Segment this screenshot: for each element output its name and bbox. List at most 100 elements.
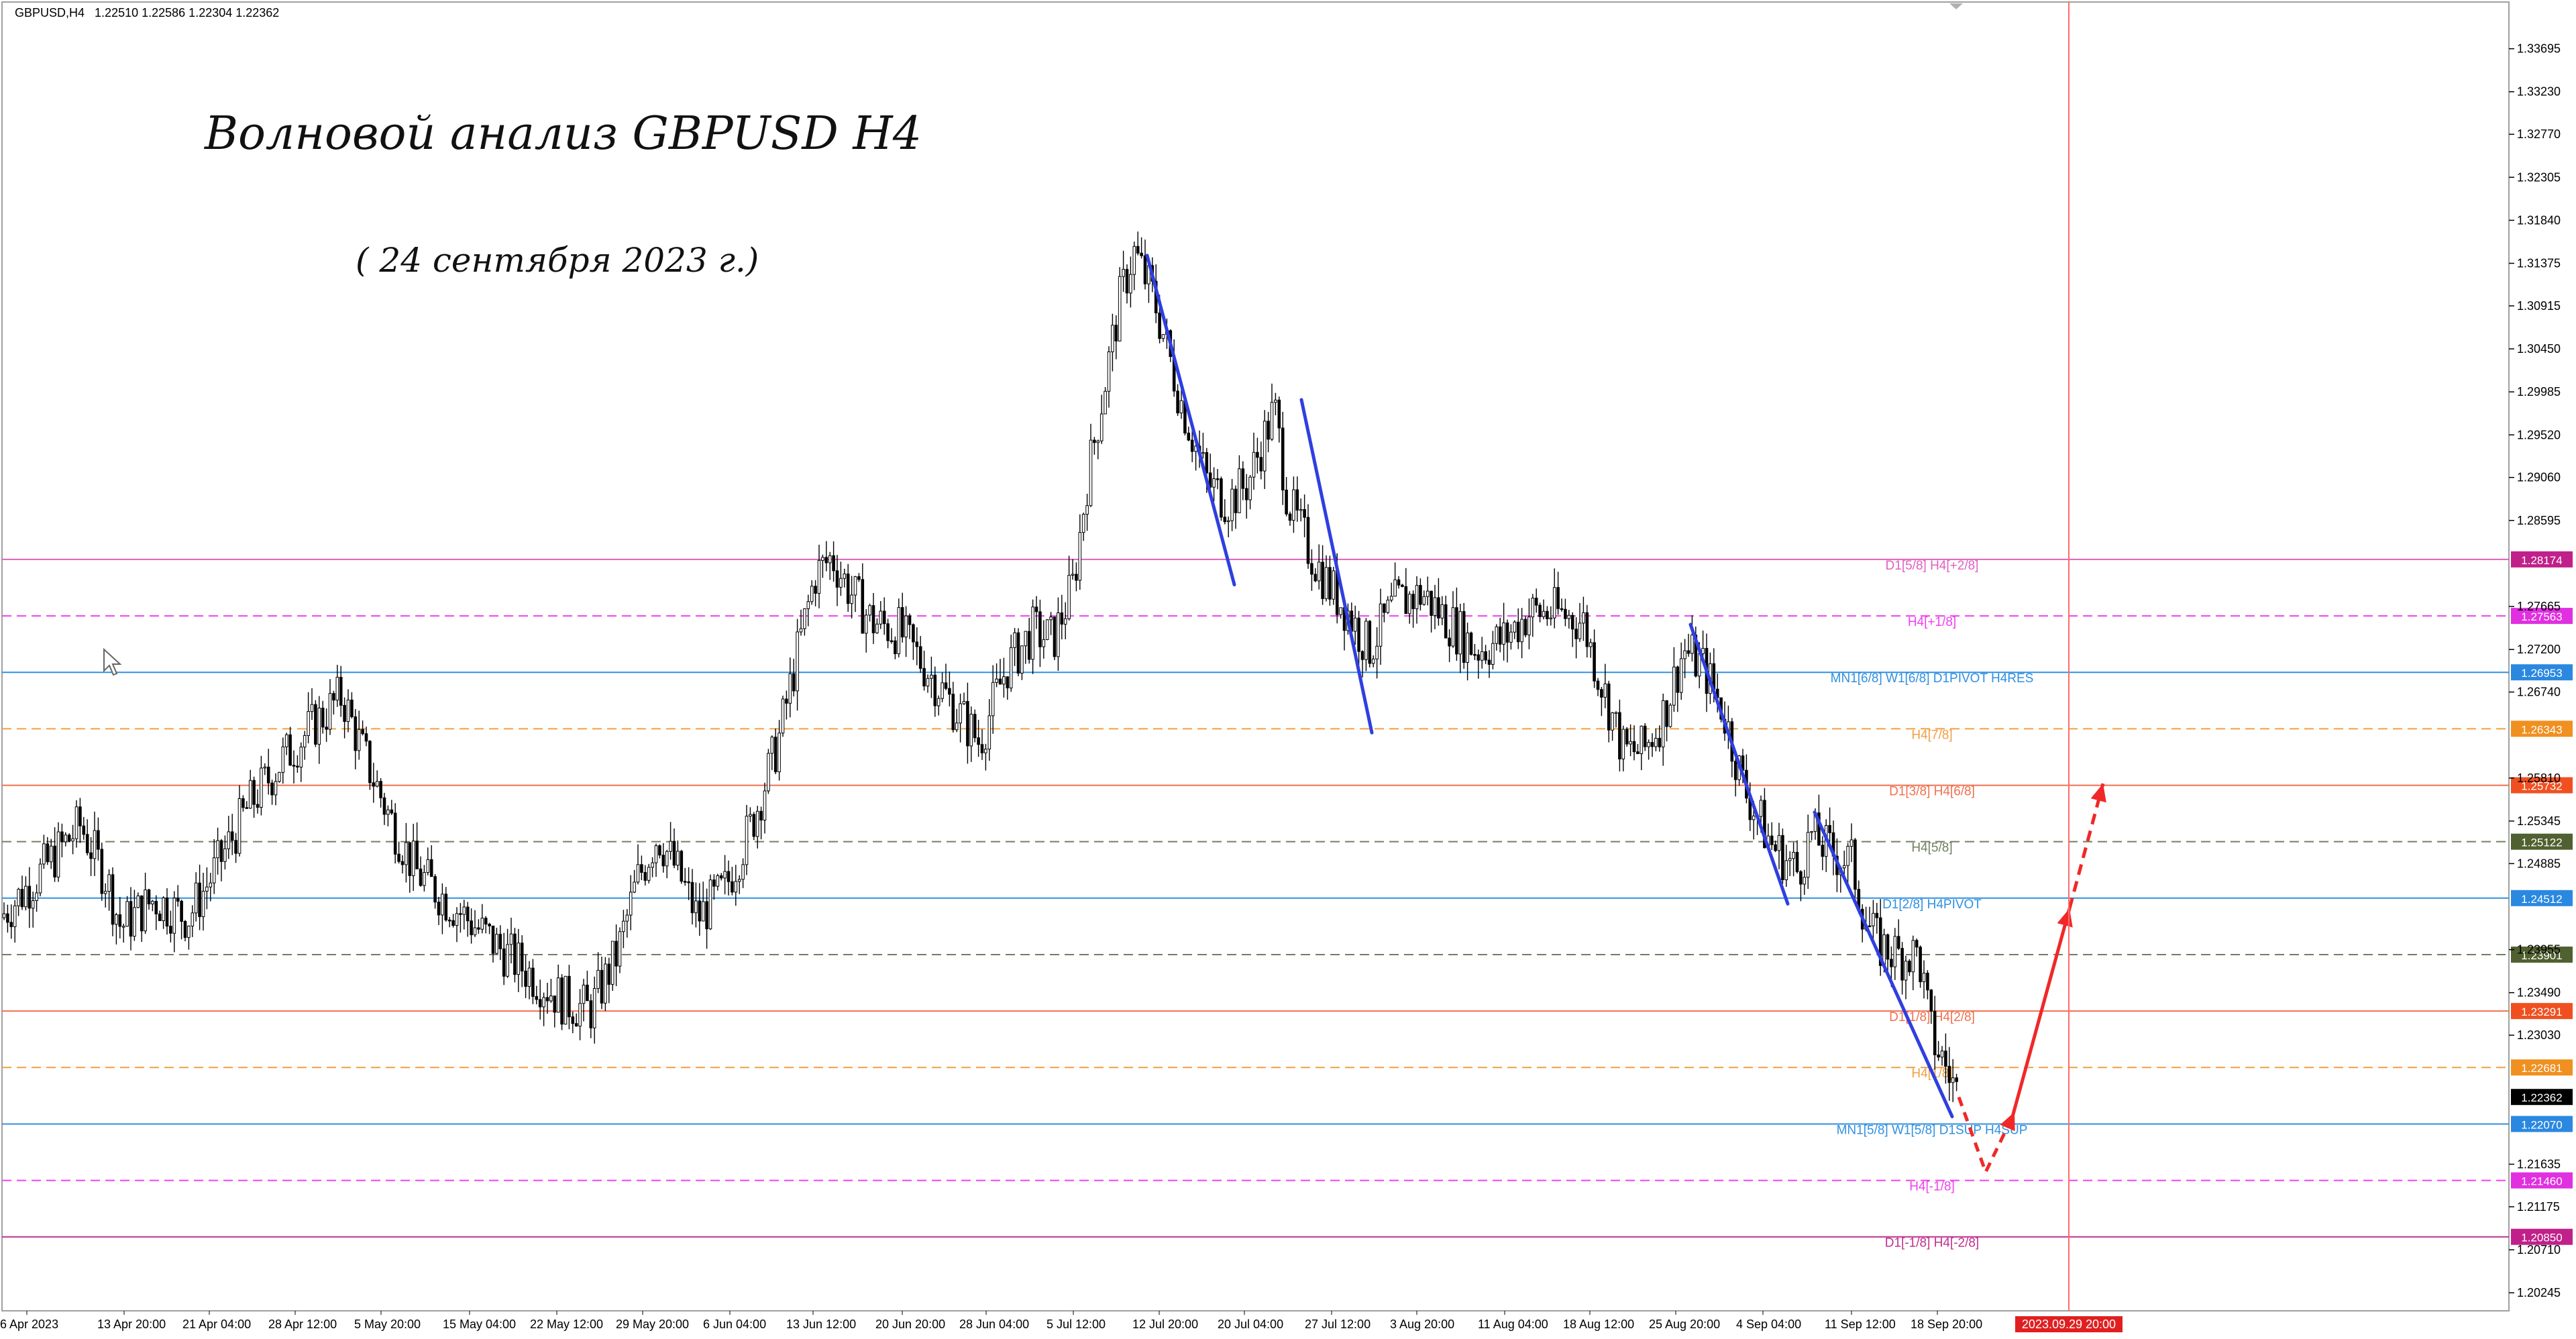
candle-body: [151, 900, 154, 905]
y-tick-label: 1.23030: [2517, 1028, 2561, 1042]
candle-body: [731, 881, 734, 893]
candle-body: [303, 735, 307, 748]
candle-body: [998, 678, 1002, 685]
candle-body: [1125, 268, 1129, 294]
candle-body: [1016, 632, 1020, 674]
candle-body: [607, 963, 611, 985]
candle-body: [922, 667, 926, 687]
candle-body: [278, 771, 281, 782]
candle-body: [651, 862, 654, 868]
candle-body: [1846, 846, 1849, 866]
candle-body: [930, 674, 933, 679]
candle-body: [1531, 598, 1535, 618]
candle-body: [227, 831, 231, 849]
candle-body: [1560, 608, 1564, 610]
candle-body: [1658, 737, 1662, 747]
candle-body: [1063, 618, 1067, 625]
candle-body: [936, 698, 941, 706]
candle-body: [361, 729, 364, 735]
candle-body: [97, 830, 100, 850]
level-label: D1[1/8] H4[2/8]: [1889, 1010, 1975, 1024]
wave-line[interactable]: [1688, 623, 1790, 906]
candle-body: [1502, 622, 1505, 645]
candle-body: [705, 901, 708, 930]
candle-body: [1611, 712, 1614, 731]
x-tick-label: 11 Sep 12:00: [1825, 1318, 1896, 1331]
candle-body: [1629, 741, 1632, 745]
candle-body: [1516, 621, 1520, 643]
x-tick-label: 15 May 04:00: [443, 1318, 516, 1331]
candle-body: [419, 868, 423, 886]
candle-body: [1313, 574, 1318, 582]
candle-body: [1792, 851, 1795, 859]
candle-body: [1045, 619, 1049, 640]
wave-line[interactable]: [1813, 810, 1954, 1118]
candle-body: [368, 741, 372, 784]
candle-body: [183, 920, 187, 938]
candle-body: [767, 753, 770, 792]
forecast-up-line[interactable]: [2010, 908, 2072, 1118]
candle-body: [941, 682, 944, 699]
candle-body: [405, 842, 408, 865]
forecast-up-dashed[interactable]: [2068, 783, 2105, 909]
y-tick-label: 1.29060: [2517, 471, 2561, 484]
candle-body: [882, 610, 886, 625]
candle-body: [89, 852, 93, 859]
candle-body: [310, 704, 314, 712]
wave-line[interactable]: [1145, 254, 1236, 587]
candle-body: [1477, 654, 1481, 661]
candle-body: [984, 749, 987, 753]
candle-body: [1078, 532, 1082, 581]
candle-body: [636, 864, 640, 883]
level-price-tag-text: 1.28174: [2521, 554, 2562, 567]
candle-body: [35, 892, 38, 901]
candle-body: [263, 766, 267, 769]
candle-body: [944, 682, 948, 689]
candle-body: [1676, 666, 1680, 693]
forecast-down-dashed[interactable]: [1957, 1096, 2015, 1177]
time-marker-tag: [2015, 1316, 2123, 1332]
candle-body: [1038, 611, 1042, 647]
candle-body: [835, 570, 839, 588]
candle-body: [1538, 604, 1542, 617]
candle-body: [1520, 619, 1523, 643]
candle-body: [864, 614, 868, 634]
candle-body: [904, 615, 908, 638]
candle-body: [1104, 390, 1107, 415]
candle-body: [1650, 742, 1654, 747]
candle-body: [531, 967, 535, 997]
x-tick-label: 11 Aug 04:00: [1478, 1318, 1548, 1331]
candle-body: [364, 733, 368, 742]
candle-body: [1618, 712, 1621, 759]
wave-line[interactable]: [1299, 398, 1374, 735]
candle-body: [165, 898, 169, 927]
x-tick-label: 13 Apr 20:00: [97, 1318, 166, 1331]
candle-body: [1842, 865, 1846, 869]
candle-body: [665, 851, 669, 867]
candle-body: [423, 872, 426, 886]
candle-body: [763, 790, 767, 820]
candle-body: [969, 714, 973, 747]
candle-body: [1248, 476, 1252, 500]
candle-body: [1593, 642, 1596, 682]
candle-body: [1896, 936, 1900, 949]
candle-body: [564, 975, 568, 1025]
x-tick-label: 13 Jun 12:00: [786, 1318, 856, 1331]
candle-body: [1324, 567, 1328, 599]
level-label: H4[+1/8]: [1908, 615, 1956, 629]
candle-body: [1027, 631, 1031, 660]
candle-body: [1375, 645, 1379, 659]
level-label: H4[7/8]: [1911, 728, 1952, 742]
level-price-tag-text: 1.26343: [2521, 723, 2562, 736]
candle-body: [1937, 1054, 1940, 1058]
shift-marker-icon[interactable]: [1949, 3, 1963, 9]
candle-body: [1389, 596, 1393, 601]
candle-body: [1890, 959, 1893, 967]
candle-body: [1132, 246, 1136, 275]
x-tick-label: 18 Aug 12:00: [1563, 1318, 1634, 1331]
candle-body: [1929, 989, 1933, 1012]
candle-body: [1614, 712, 1618, 714]
candle-body: [1940, 1051, 1944, 1058]
candle-body: [194, 882, 198, 914]
